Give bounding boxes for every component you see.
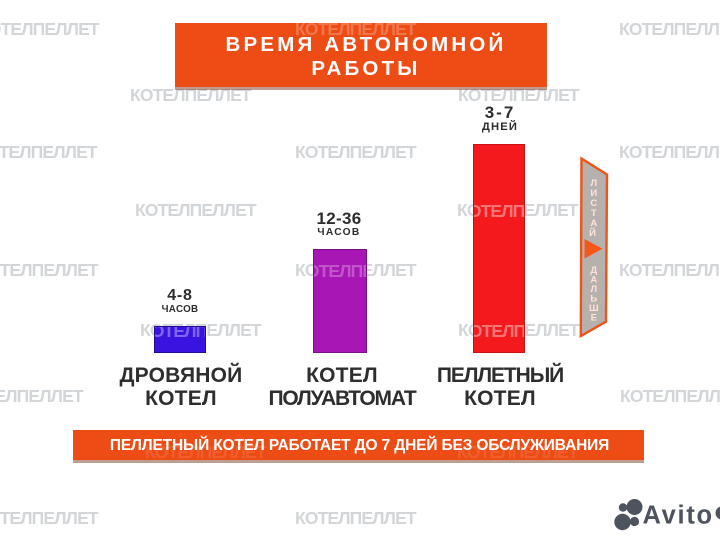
svg-text:Avito: Avito (643, 502, 714, 530)
